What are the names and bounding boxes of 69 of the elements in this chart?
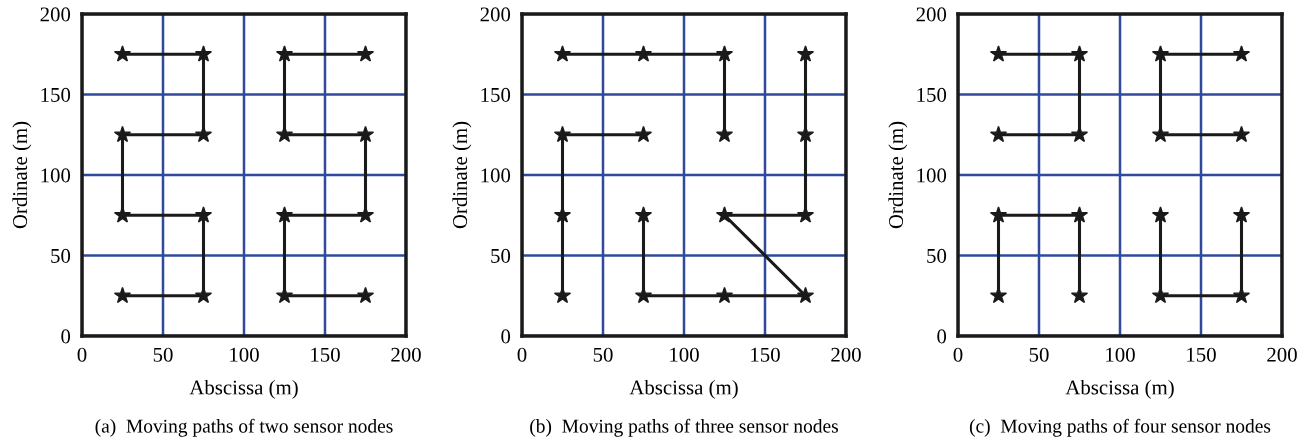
text: (b) Moving paths of three sensor nodes [530, 418, 839, 437]
y-tick-label: 200 [916, 7, 947, 22]
point [1232, 45, 1251, 62]
y-tick-label: 0 [501, 329, 511, 344]
text: (a) Moving paths of two sensor nodes [95, 418, 393, 437]
point [356, 125, 375, 143]
y-tick-label: 100 [41, 168, 71, 183]
y-tick-label: 150 [917, 87, 947, 102]
point [1151, 206, 1170, 223]
point [113, 286, 132, 304]
point [715, 45, 734, 62]
x-axis-title: Abscissa (m) [189, 379, 298, 399]
point [553, 125, 572, 143]
point [356, 286, 375, 304]
y-tick-label: 50 [491, 248, 511, 263]
point [194, 206, 213, 223]
x-tick-label: 150 [751, 347, 780, 362]
point [634, 206, 653, 223]
x-tick-label: 0 [953, 347, 963, 362]
point [1232, 206, 1251, 223]
point [194, 45, 213, 62]
y-tick-label: 200 [480, 7, 511, 22]
point [634, 45, 653, 62]
point [1070, 206, 1089, 223]
point [356, 45, 375, 62]
point [989, 125, 1008, 143]
point [1151, 45, 1170, 62]
point [1232, 125, 1251, 143]
y-tick-label: 50 [927, 248, 947, 263]
x-axis-title: Abscissa (m) [1065, 379, 1174, 399]
y-axis-title: Ordinate (m) [452, 121, 472, 229]
x-tick-label: 200 [1267, 347, 1297, 362]
point [1070, 45, 1089, 62]
y-tick-label: 200 [40, 7, 71, 22]
x-tick-label: 200 [391, 347, 421, 362]
x-tick-label: 100 [1106, 347, 1135, 362]
point [989, 206, 1008, 223]
point [715, 286, 734, 304]
y-axis-title: Ordinate (m) [12, 121, 32, 229]
x-tick-label: 50 [153, 347, 173, 362]
point [796, 45, 815, 62]
x-tick-label: 50 [1029, 347, 1049, 362]
point [275, 206, 294, 223]
x-tick-label: 100 [230, 347, 259, 362]
x-axis-title: Abscissa (m) [629, 379, 738, 399]
y-tick-label: 150 [41, 87, 71, 102]
point [989, 45, 1008, 62]
point [113, 125, 132, 143]
y-axis-title: Ordinate (m) [888, 121, 908, 229]
x-tick-label: 150 [1187, 347, 1216, 362]
x-tick-label: 200 [831, 347, 861, 362]
point [796, 286, 815, 304]
y-tick-label: 150 [481, 87, 511, 102]
point [275, 45, 294, 62]
y-tick-label: 100 [481, 168, 511, 183]
y-tick-label: 50 [51, 248, 71, 263]
y-tick-label: 0 [61, 329, 71, 344]
y-tick-label: 0 [937, 329, 947, 344]
point [553, 45, 572, 62]
text: (c) Moving paths of four sensor nodes [969, 418, 1271, 437]
point [634, 125, 653, 143]
x-tick-label: 0 [517, 347, 527, 362]
x-tick-label: 150 [311, 347, 340, 362]
point [715, 206, 734, 223]
x-tick-label: 100 [670, 347, 699, 362]
point [113, 45, 132, 62]
x-tick-label: 0 [77, 347, 87, 362]
y-tick-label: 100 [917, 168, 947, 183]
x-tick-label: 50 [593, 347, 613, 362]
